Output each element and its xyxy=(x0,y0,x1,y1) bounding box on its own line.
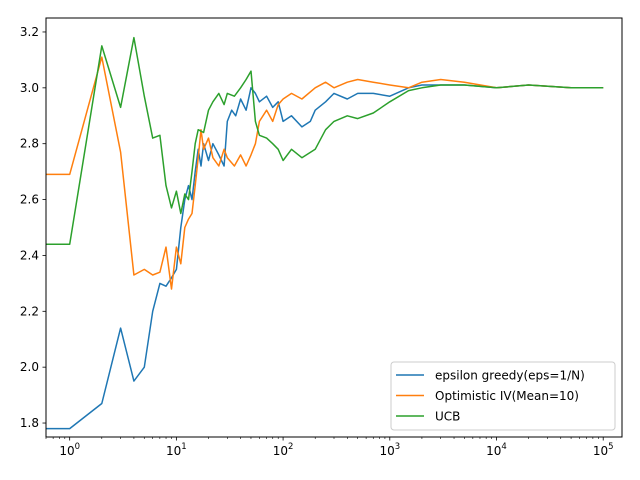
x-axis: 100 101 102 103 104 105 xyxy=(45,437,614,458)
y-tick-label-4: 2.6 xyxy=(20,193,39,207)
legend-box xyxy=(390,361,616,431)
y-tick-label-0: 1.8 xyxy=(20,416,39,430)
y-tick-label-2: 2.2 xyxy=(20,304,39,318)
legend-label-2: Optimistic IV(Mean=10) xyxy=(435,389,579,403)
x-tick-label-4: 104 xyxy=(486,442,507,458)
legend-label-3: UCB xyxy=(435,410,460,424)
series-line-2 xyxy=(46,56,604,290)
x-tick-label-1: 101 xyxy=(166,442,187,458)
x-tick-label-5: 105 xyxy=(593,442,614,458)
legend-label-1: epsilon greedy(eps=1/N) xyxy=(435,369,585,383)
y-tick-label-1: 2.0 xyxy=(20,360,39,374)
x-tick-label-0: 100 xyxy=(59,442,80,458)
series-line-3 xyxy=(46,36,604,246)
series-layer xyxy=(46,36,604,430)
y-tick-label-6: 3.0 xyxy=(20,81,39,95)
x-tick-label-3: 103 xyxy=(379,442,400,458)
legend: epsilon greedy(eps=1/N) Optimistic IV(Mea… xyxy=(390,361,616,431)
y-tick-label-5: 2.8 xyxy=(20,137,39,151)
y-tick-label-3: 2.4 xyxy=(20,248,39,262)
y-axis: 1.8 2.0 2.2 2.4 2.6 2.8 3.0 3.2 xyxy=(20,25,46,430)
y-tick-label-7: 3.2 xyxy=(20,25,39,39)
x-tick-label-2: 102 xyxy=(273,442,294,458)
